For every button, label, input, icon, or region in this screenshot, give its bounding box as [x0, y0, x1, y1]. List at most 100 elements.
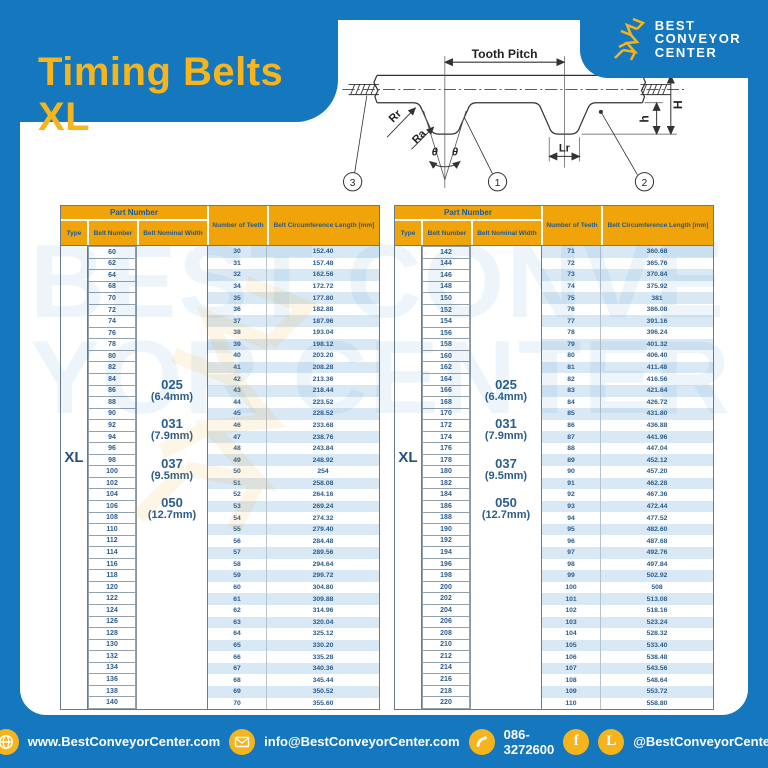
length-cell: 213.36 — [312, 375, 334, 383]
teeth-cell: 41 — [208, 361, 267, 374]
table-body: XL 60 62 64 68 70 72 74 76 78 80 82 84 86 88 90 92 94 96 9… — [60, 245, 380, 710]
teeth-cell: 51 — [208, 477, 267, 490]
footer-phone[interactable]: 086-3272600 — [503, 726, 555, 757]
table-row: 56 284.48 — [208, 535, 379, 548]
table-row: 60 304.80 — [208, 581, 379, 594]
length-cell: 467.36 — [646, 491, 668, 499]
tables-container: Part Number Type Belt Number Belt Nomina… — [60, 205, 714, 710]
teeth-cell: 67 — [208, 662, 267, 675]
table-row: 70 355.60 — [208, 697, 379, 710]
teeth-cell: 80 — [542, 350, 601, 362]
phone-icon — [468, 728, 495, 755]
teeth-cell: 88 — [542, 442, 601, 455]
length-cell: 350.52 — [312, 688, 334, 696]
table-row: 51 258.08 — [208, 477, 379, 490]
length-cell: 360.68 — [646, 248, 668, 256]
table-row: 45 228.52 — [208, 408, 379, 420]
table-body: XL 142 144 146 148 150 152 154 156 158 160 162 164 1… — [394, 245, 714, 710]
length-cell: 518.16 — [646, 607, 668, 615]
ra-label: Ra — [410, 127, 429, 146]
table-row: 98 497.84 — [542, 558, 713, 571]
length-cell: 487.68 — [646, 537, 668, 545]
table-row: 63 320.04 — [208, 616, 379, 629]
teeth-cell: 71 — [542, 246, 601, 258]
teeth-cell: 107 — [542, 662, 601, 675]
logo-wordmark: BEST CONVEYOR CENTER — [655, 18, 741, 60]
length-cell: 436.88 — [646, 421, 668, 429]
length-cell: 299.72 — [312, 572, 334, 580]
length-cell: 233.68 — [312, 421, 334, 429]
table-row: 109 553.72 — [542, 685, 713, 698]
table-row: 46 233.68 — [208, 419, 379, 432]
teeth-cell: 109 — [542, 685, 601, 698]
table-row: 69 350.52 — [208, 685, 379, 698]
table-row: 54 274.32 — [208, 512, 379, 524]
logo-block: BEST CONVEYOR CENTER — [580, 0, 768, 78]
teeth-cell: 37 — [208, 315, 267, 328]
belt-number-column: 142 144 146 148 150 152 154 156 158 160 162 164 166 1… — [422, 246, 470, 709]
footer-website[interactable]: www.BestConveyorCenter.com — [27, 734, 221, 749]
H-label: H — [671, 100, 685, 109]
table-row: 89 452.12 — [542, 454, 713, 466]
length-cell: 223.52 — [312, 398, 334, 406]
table-row: 30 152.40 — [208, 246, 379, 258]
page-title: Timing Belts XL — [38, 50, 284, 139]
teeth-cell: 54 — [208, 512, 267, 524]
belt-circumference-header: Belt Circumference Length [mm] — [269, 206, 379, 245]
part-number-header-group: Part Number Type Belt Number Belt Nomina… — [61, 206, 207, 245]
table-row: 42 213.36 — [208, 373, 379, 385]
table-row: 61 309.88 — [208, 593, 379, 605]
table-row: 92 467.36 — [542, 489, 713, 501]
length-cell: 243.84 — [312, 445, 334, 453]
teeth-cell: 87 — [542, 431, 601, 443]
teeth-cell: 70 — [208, 697, 267, 710]
teeth-cell: 105 — [542, 639, 601, 652]
teeth-cell: 100 — [542, 581, 601, 594]
teeth-cell: 63 — [208, 616, 267, 629]
width-mm: (7.9mm) — [484, 430, 528, 443]
table-row: 107 543.56 — [542, 662, 713, 675]
belt-number-cell: 172 — [422, 419, 470, 432]
teeth-cell: 49 — [208, 454, 267, 466]
length-cell: 401.32 — [646, 340, 668, 348]
footer-social-handle[interactable]: @BestConveyorCenter — [633, 734, 768, 749]
goat-logo-icon — [613, 17, 646, 61]
table-row: 83 421.64 — [542, 384, 713, 397]
footer-email[interactable]: info@BestConveyorCenter.com — [264, 734, 460, 749]
length-cell: 193.04 — [312, 329, 334, 337]
table-row: 74 375.92 — [542, 280, 713, 293]
teeth-cell: 65 — [208, 639, 267, 652]
length-cell: 421.64 — [646, 387, 668, 395]
table-row: 99 502.92 — [542, 570, 713, 582]
table-row: 41 208.28 — [208, 361, 379, 374]
table-row: 37 187.96 — [208, 315, 379, 328]
type-header: Type — [61, 221, 87, 245]
table-row: 31 157.48 — [208, 257, 379, 270]
length-cell: 269.24 — [312, 503, 334, 510]
callout2-leader — [600, 111, 638, 175]
teeth-cell: 62 — [208, 604, 267, 617]
belt-width-label: 031 (7.9mm) — [148, 417, 196, 442]
length-cell: 558.80 — [646, 699, 668, 707]
teeth-cell: 76 — [542, 303, 601, 316]
length-cell: 386.08 — [646, 306, 668, 314]
table-row: 110 558.80 — [542, 697, 713, 710]
length-cell: 396.24 — [646, 329, 668, 337]
callout1-label: 1 — [495, 178, 501, 189]
belt-width-label: 037 (9.5mm) — [148, 457, 196, 482]
table-row: 49 248.92 — [208, 454, 379, 466]
type-column: XL — [61, 246, 88, 709]
table-row: 78 396.24 — [542, 327, 713, 339]
facebook-letter: f — [573, 733, 579, 749]
table-row: 94 477.52 — [542, 512, 713, 524]
line-icon[interactable]: L — [598, 728, 625, 755]
length-cell: 320.04 — [312, 618, 334, 626]
length-cell: 497.84 — [646, 560, 668, 568]
tooth-profile-diagram: Tooth Pitch θ θ Rr Ra Lr H h 3 1 2 — [342, 48, 685, 192]
teeth-cell: 45 — [208, 408, 267, 420]
callout2-circle — [634, 172, 655, 192]
table-header: Part Number Type Belt Number Belt Nomina… — [394, 205, 714, 245]
title-banner: Timing Belts XL — [0, 0, 338, 139]
table-row: 102 518.16 — [542, 604, 713, 617]
facebook-icon[interactable]: f — [563, 728, 590, 755]
